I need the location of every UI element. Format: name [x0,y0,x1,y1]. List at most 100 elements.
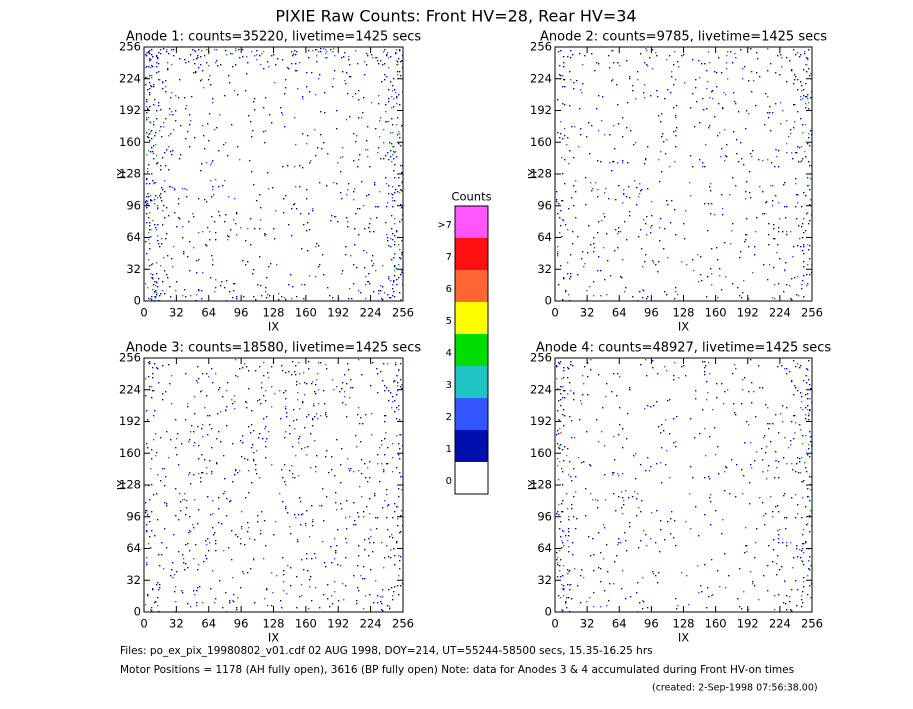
x-tick-label: 128 [263,617,285,631]
count-pixels [556,48,813,302]
x-tick-label: 256 [392,306,414,320]
x-tick-label: 0 [140,617,147,631]
y-tick-label: 32 [126,262,141,276]
x-tick-label: 192 [327,617,349,631]
y-tick-label: 0 [134,294,141,308]
figure-title: PIXIE Raw Counts: Front HV=28, Rear HV=3… [275,7,636,26]
y-axis-label: IY [115,479,129,490]
colorbar-swatch [455,302,488,334]
x-tick-label: 32 [580,617,595,631]
count-pixels [145,359,401,613]
y-tick-label: 64 [537,541,552,555]
panel-title: Anode 3: counts=18580, livetime=1425 sec… [126,341,422,356]
count-pixels [556,375,812,605]
count-pixels [560,375,809,611]
colorbar-title: Counts [451,190,491,204]
x-tick-label: 64 [612,617,627,631]
x-axis-label: IX [678,320,689,334]
x-axis-label: IX [268,320,279,334]
y-tick-label: 160 [119,446,141,460]
y-tick-label: 160 [119,135,141,149]
count-pixels [146,48,404,302]
x-tick-label: 32 [169,617,184,631]
x-tick-label: 0 [551,617,558,631]
x-tick-label: 96 [234,617,249,631]
colorbar-swatch [455,430,488,462]
x-tick-label: 224 [769,617,791,631]
x-tick-label: 64 [201,306,216,320]
count-pixels [557,48,813,302]
count-pixels [557,359,813,613]
panel-title: Anode 4: counts=48927, livetime=1425 sec… [536,341,832,356]
plot-frame [554,46,813,302]
y-tick-label: 0 [134,605,141,619]
y-tick-label: 192 [119,414,141,428]
y-tick-label: 224 [119,382,141,396]
y-axis-label: IY [526,168,540,179]
x-tick-label: 224 [769,306,791,320]
y-tick-label: 192 [530,414,552,428]
x-tick-label: 160 [705,306,727,320]
y-tick-label: 96 [537,198,552,212]
count-pixels [401,384,403,512]
x-tick-label: 160 [705,617,727,631]
colorbar-label: >7 [437,220,452,231]
y-tick-label: 256 [119,351,141,365]
x-axis-label: IX [268,631,279,645]
x-tick-label: 96 [644,306,659,320]
footer-line: Motor Positions = 1178 (AH fully open), … [120,664,794,676]
y-tick-label: 192 [119,103,141,117]
y-tick-label: 96 [126,509,141,523]
x-tick-label: 256 [801,617,823,631]
y-tick-label: 64 [126,230,141,244]
x-tick-label: 128 [263,306,285,320]
y-tick-label: 0 [545,605,552,619]
x-axis-label: IX [678,631,689,645]
panel-title: Anode 1: counts=35220, livetime=1425 sec… [126,30,422,45]
y-tick-label: 96 [126,198,141,212]
x-tick-label: 128 [673,306,695,320]
y-axis-label: IY [526,479,540,490]
y-tick-label: 32 [537,262,552,276]
colorbar-label: 1 [446,444,452,455]
count-pixels [145,361,404,613]
x-tick-label: 32 [169,306,184,320]
y-tick-label: 64 [537,230,552,244]
y-axis-label: IY [115,168,129,179]
y-tick-label: 224 [530,382,552,396]
y-tick-label: 64 [126,541,141,555]
x-tick-label: 0 [140,306,147,320]
colorbar-frame [454,205,489,495]
x-tick-label: 96 [644,617,659,631]
count-pixels [145,48,404,302]
colorbar-label: 4 [446,348,452,359]
x-tick-label: 224 [360,306,382,320]
plot-frame [554,357,813,613]
footer-line: Files: po_ex_pix_19980802_v01.cdf 02 AUG… [120,645,653,657]
colorbar-swatch [455,398,488,430]
colorbar-swatch [455,206,488,238]
x-tick-label: 0 [551,306,558,320]
colorbar-label: 2 [446,412,452,423]
x-tick-label: 64 [201,617,216,631]
x-tick-label: 256 [392,617,414,631]
x-tick-label: 32 [580,306,595,320]
count-pixels [145,48,403,294]
y-tick-label: 96 [537,509,552,523]
colorbar-label: 0 [446,476,452,487]
y-tick-label: 32 [126,573,141,587]
colorbar-swatch [455,238,488,270]
y-tick-label: 32 [537,573,552,587]
y-tick-label: 256 [119,40,141,54]
x-tick-label: 160 [295,617,317,631]
plot-frame [143,46,404,302]
colorbar-label: 7 [446,252,452,263]
y-tick-label: 128 [530,167,552,181]
y-tick-label: 128 [119,478,141,492]
footer-line: (created: 2-Sep-1998 07:56:38.00) [652,683,818,694]
x-tick-label: 192 [327,306,349,320]
colorbar-label: 6 [446,284,452,295]
count-pixels [556,359,813,613]
x-tick-label: 96 [234,306,249,320]
